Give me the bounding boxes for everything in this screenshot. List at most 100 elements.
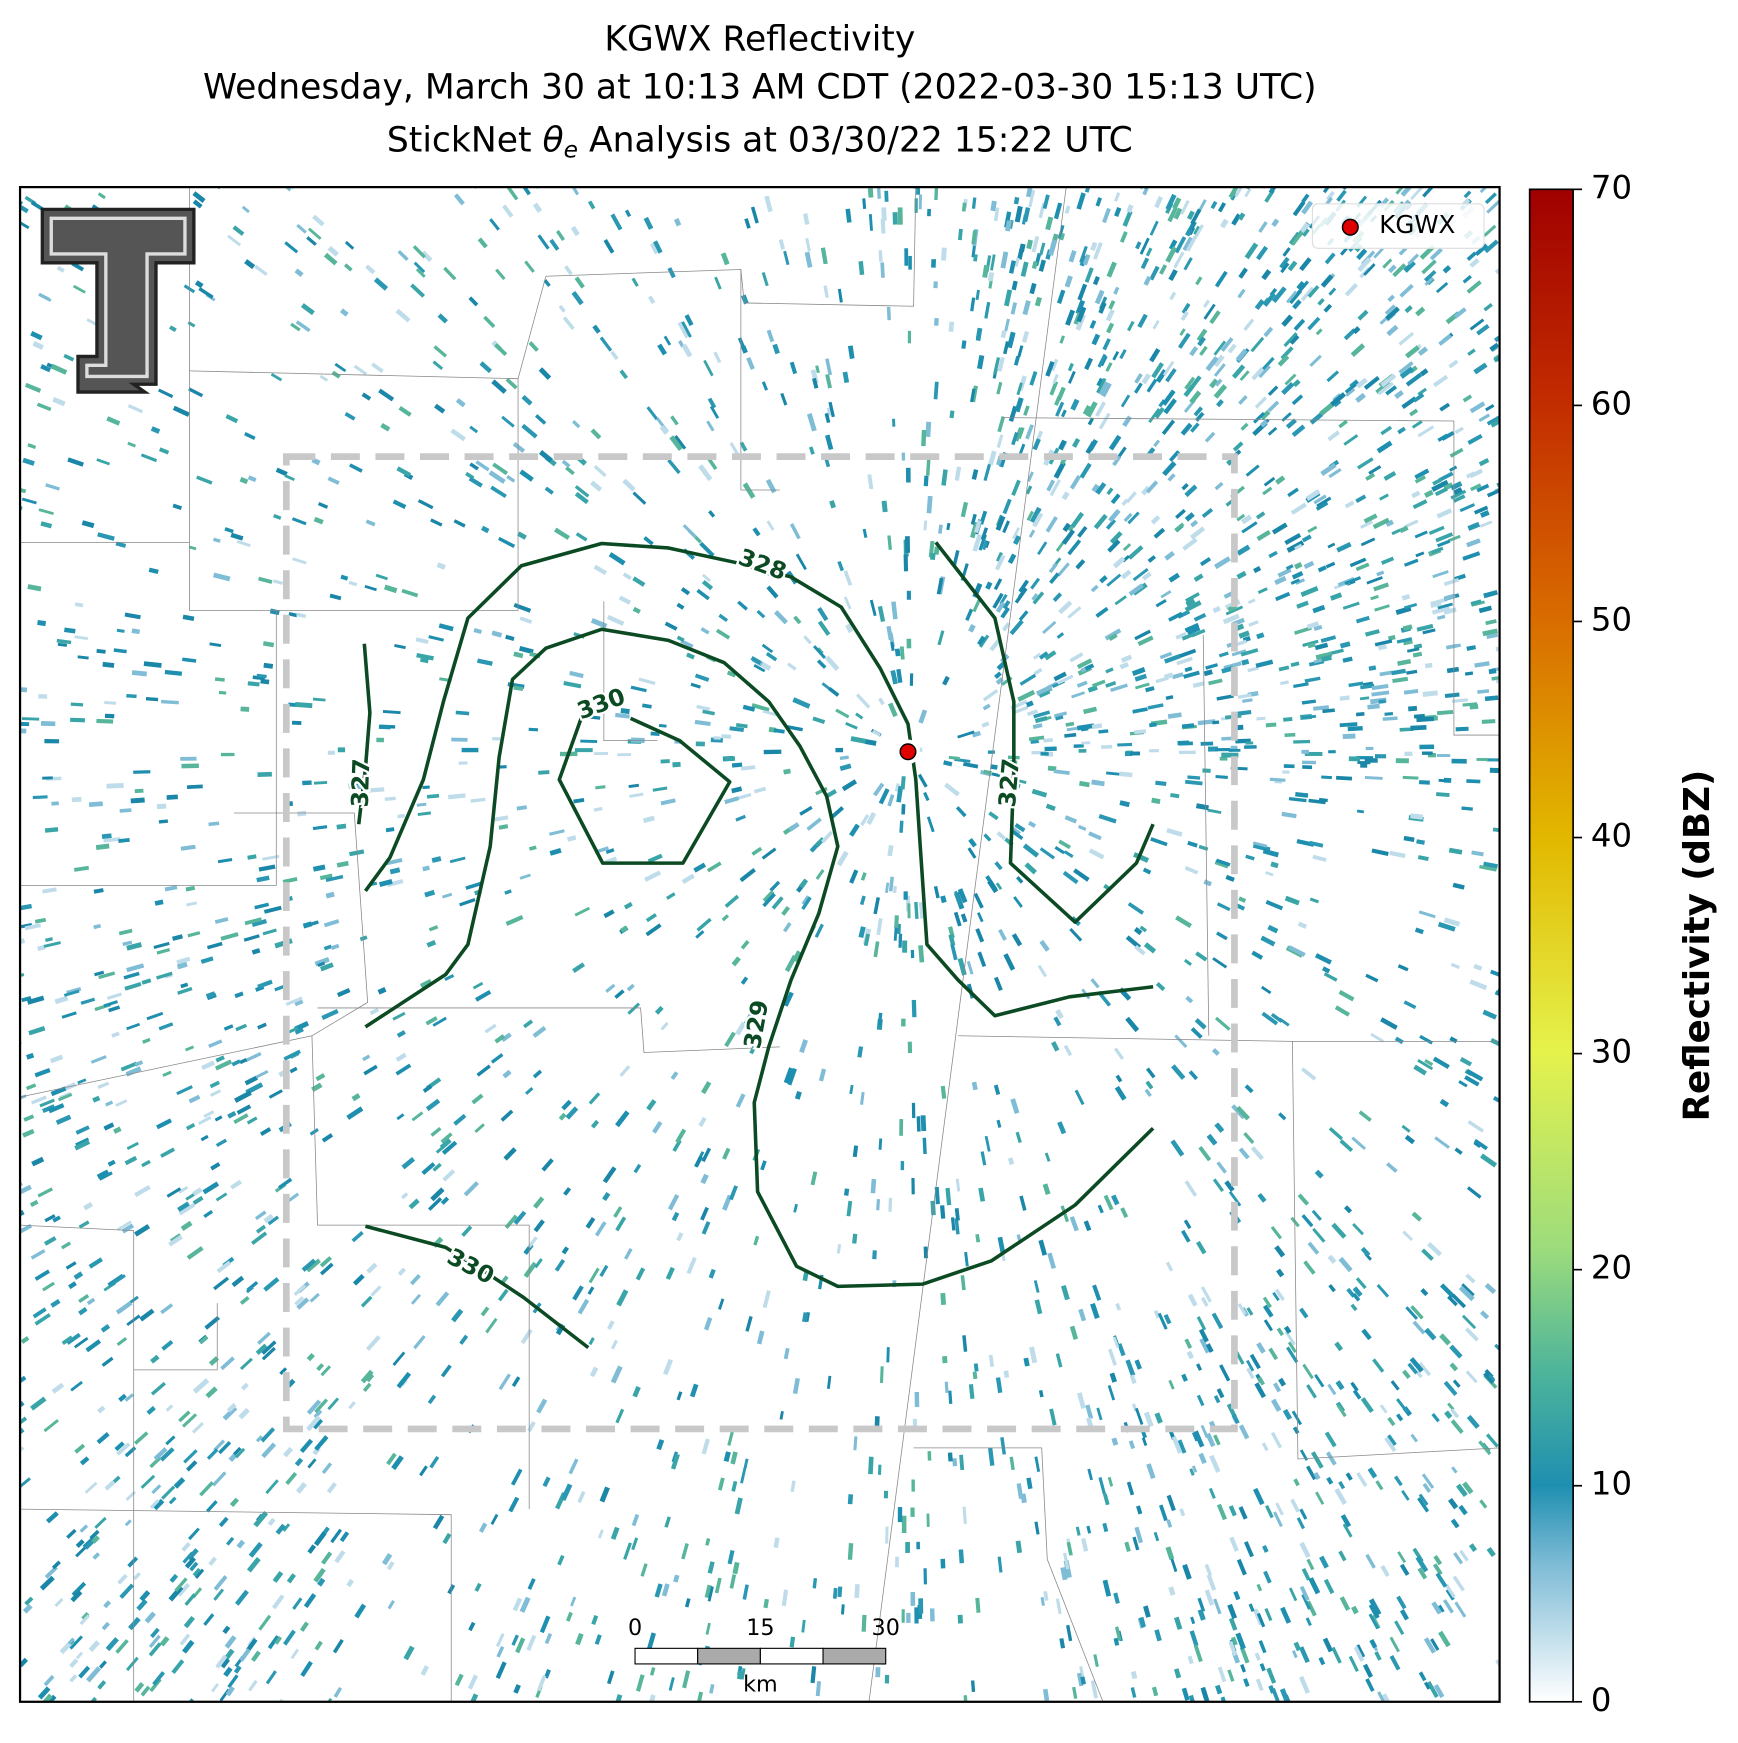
echo — [339, 308, 349, 317]
echo — [619, 1065, 631, 1077]
echo — [1328, 750, 1336, 754]
echo — [877, 1012, 883, 1026]
echo — [880, 262, 885, 278]
echo — [426, 940, 437, 948]
echo — [1166, 1519, 1173, 1528]
echo — [96, 718, 114, 724]
echo — [410, 1293, 422, 1305]
echo — [1216, 1503, 1227, 1521]
echo — [700, 1206, 709, 1221]
echo — [362, 1382, 372, 1392]
echo — [632, 491, 647, 505]
echo — [106, 783, 124, 789]
echo — [760, 1160, 767, 1171]
echo — [740, 1668, 746, 1680]
echo — [172, 503, 183, 510]
echo — [211, 1683, 219, 1693]
echo — [97, 1680, 107, 1690]
echo — [1301, 714, 1317, 720]
echo — [1311, 1209, 1322, 1221]
echo — [1120, 654, 1133, 663]
echo — [631, 1537, 639, 1551]
echo — [1025, 424, 1034, 440]
echo — [255, 1435, 263, 1443]
echo — [942, 675, 950, 686]
echo — [907, 330, 912, 344]
echo — [48, 1103, 65, 1114]
echo — [701, 1147, 712, 1163]
echo — [244, 917, 262, 926]
echo — [1321, 966, 1331, 974]
echo — [1225, 605, 1244, 616]
echo — [1397, 964, 1409, 972]
echo — [495, 1633, 505, 1648]
echo — [982, 703, 991, 711]
echo — [1191, 1431, 1199, 1442]
echo — [126, 1022, 141, 1031]
echo — [1042, 194, 1050, 210]
echo — [810, 369, 819, 385]
echo — [1326, 1476, 1334, 1485]
echo — [561, 1099, 572, 1111]
echo — [1209, 310, 1221, 325]
echo — [495, 268, 506, 281]
echo — [1450, 1408, 1460, 1419]
echo — [1304, 751, 1323, 756]
echo — [261, 1346, 276, 1361]
echo — [50, 1298, 61, 1308]
echo — [614, 989, 625, 999]
echo — [20, 1093, 21, 1102]
echo — [1467, 521, 1481, 531]
echo — [696, 917, 712, 932]
echo — [1482, 628, 1498, 637]
echo — [1433, 1555, 1443, 1566]
echo — [1155, 982, 1166, 992]
echo — [1181, 302, 1191, 314]
echo — [1473, 505, 1489, 515]
echo — [1433, 374, 1449, 388]
echo — [1011, 933, 1023, 947]
echo — [630, 685, 647, 693]
echo — [260, 1427, 276, 1443]
echo — [1339, 1596, 1351, 1611]
echo — [1355, 494, 1367, 504]
echo — [262, 854, 280, 861]
echo — [1214, 481, 1224, 491]
echo — [1344, 500, 1355, 509]
echo — [254, 902, 270, 910]
echo — [996, 434, 1004, 448]
echo — [1424, 1327, 1437, 1341]
echo — [1329, 592, 1343, 601]
echo — [1330, 392, 1346, 407]
echo — [643, 216, 654, 230]
echo — [575, 532, 588, 542]
echo — [1197, 719, 1216, 726]
echo — [1300, 586, 1319, 597]
echo — [30, 1396, 47, 1411]
echo — [537, 1675, 547, 1692]
echo — [1146, 378, 1158, 393]
echo — [1083, 706, 1098, 715]
echo — [794, 1091, 802, 1100]
echo — [1013, 896, 1023, 908]
echo — [766, 520, 775, 531]
echo — [1444, 1583, 1456, 1599]
echo — [168, 1585, 184, 1602]
echo — [1069, 1325, 1079, 1340]
echo — [498, 765, 507, 769]
echo — [1350, 343, 1366, 357]
echo — [705, 1622, 711, 1635]
echo — [1052, 373, 1059, 384]
echo — [941, 247, 947, 261]
echo — [518, 646, 534, 655]
echo — [1445, 1588, 1455, 1601]
echo — [1253, 565, 1262, 574]
echo — [21, 497, 37, 505]
echo — [1139, 925, 1148, 933]
echo — [1010, 302, 1018, 315]
echo — [1260, 985, 1272, 995]
echo — [724, 894, 740, 908]
echo — [337, 747, 346, 753]
echo — [1491, 675, 1500, 681]
echo — [1462, 1481, 1474, 1495]
